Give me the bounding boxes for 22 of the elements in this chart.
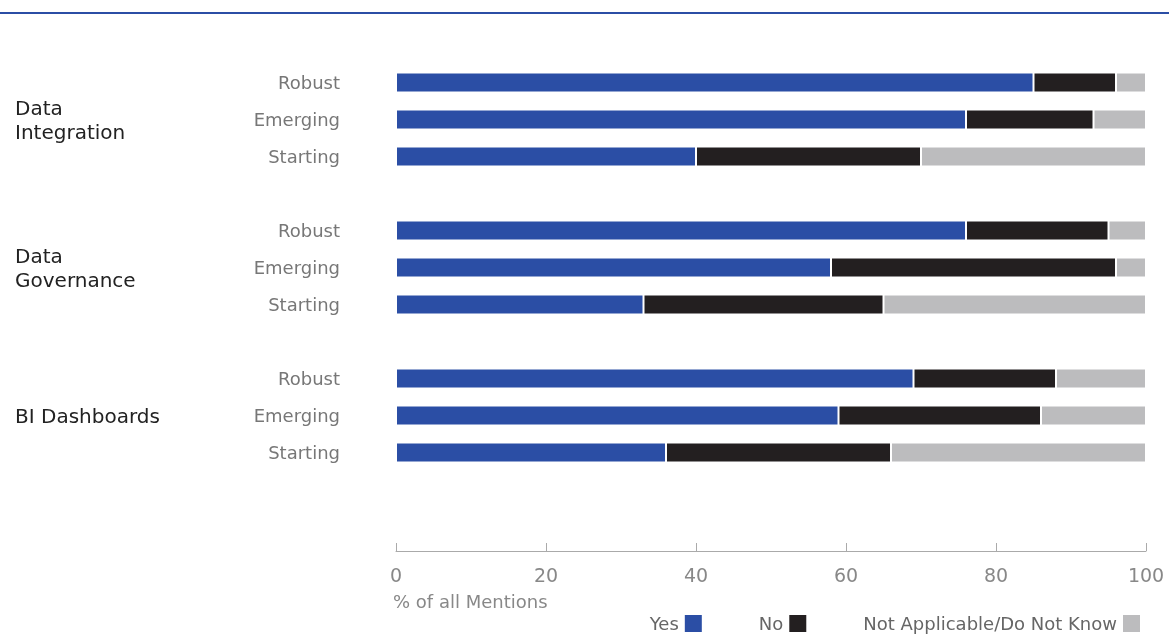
legend-label: No [758,613,784,634]
x-tick-label: 40 [683,563,709,586]
x-tick-label: 80 [983,563,1009,586]
x-tick-label: 0 [389,563,403,586]
text: Data Integration [15,95,126,144]
legend-label: Not Applicable/Do Not Know [863,613,1117,634]
text: Data Governance [15,243,136,292]
x-tick-label: 100 [1127,563,1165,586]
y-tick-label: Robust [278,72,340,93]
y-tick-label: Robust [278,368,340,389]
y-tick-label: Emerging [253,109,340,130]
y-tick-label: Starting [268,442,340,463]
x-axis-title: % of all Mentions [393,590,548,612]
y-tick-label: Robust [278,220,340,241]
x-tick-label: 20 [533,563,559,586]
x-tick-label: 60 [833,563,859,586]
y-tick-label: Starting [268,146,340,167]
text: BI Dashboards [15,403,160,428]
legend-label: Yes [648,613,679,634]
y-tick-label: Starting [268,294,340,315]
y-tick-label: Emerging [253,405,340,426]
y-tick-label: Emerging [253,257,340,278]
